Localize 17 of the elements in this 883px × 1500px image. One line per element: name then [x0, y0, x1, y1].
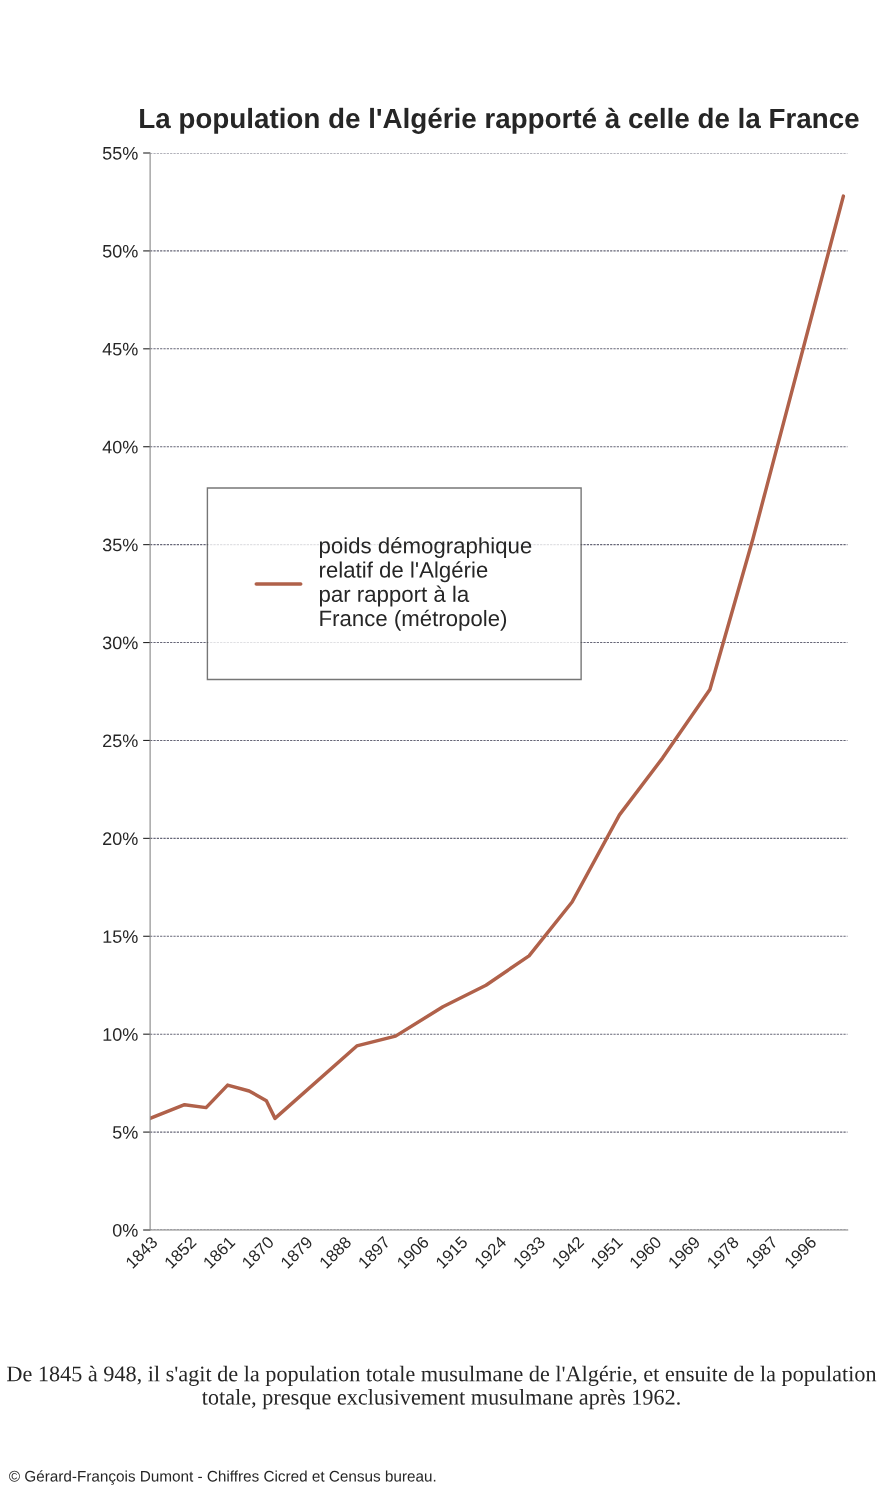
y-tick-label: 10% [103, 1028, 138, 1041]
y-tick-label: 55% [102, 147, 138, 160]
text: © Gérard-François Dumont - Chiffres Cicred et Census bureau. [9, 1470, 436, 1485]
y-tick-label: 15% [103, 930, 138, 943]
line-series [150, 194, 846, 1121]
y-tick-label: 5% [112, 1126, 138, 1139]
y-tick-label: 25% [103, 734, 138, 748]
text: De 1845 à 948, il s'agit de la population totale musulmane de l'Algérie, et ensuite de la population totale, presque exclusivement musulmane après 1962. [7, 1365, 877, 1410]
y-tick-label: 50% [102, 244, 138, 258]
y-tick-label: 30% [102, 636, 138, 650]
y-tick-label: 35% [102, 538, 138, 552]
y-tick-label: 20% [103, 832, 138, 846]
legend-label: poids démographique relatif de l'Algérie par rapport à la France (métropole) [319, 536, 532, 631]
y-tick-label: 45% [102, 342, 138, 356]
chart-title: La population de l'Algérie rapporté à celle de la France [140, 107, 859, 134]
y-tick-label: 0% [112, 1223, 138, 1237]
y-tick-label: 40% [102, 440, 138, 454]
